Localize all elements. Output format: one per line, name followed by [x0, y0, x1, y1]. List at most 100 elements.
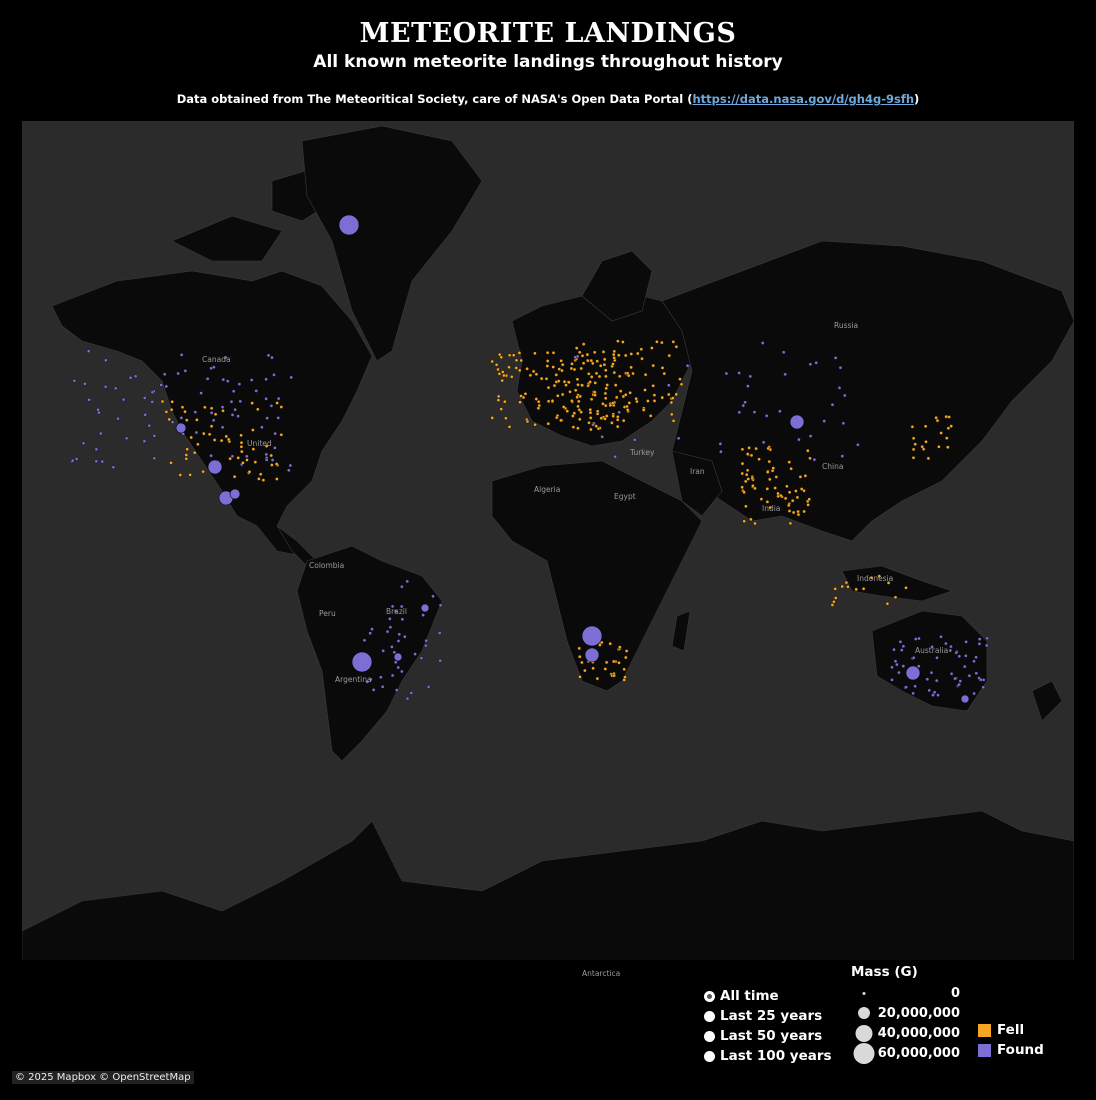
- meteorite-point: [622, 667, 627, 672]
- legend-label: Fell: [997, 1022, 1025, 1038]
- meteorite-point: [578, 394, 583, 399]
- meteorite-point: [603, 403, 608, 408]
- meteorite-point: [753, 521, 757, 526]
- meteorite-point: [438, 658, 443, 663]
- meteorite-point: [886, 581, 891, 585]
- meteorite-point: [869, 575, 874, 580]
- meteorite-point: [419, 656, 424, 660]
- meteorite-point: [767, 459, 772, 464]
- meteorite-large-point: [175, 422, 187, 434]
- filter-last-25-years[interactable]: Last 25 years: [704, 1006, 832, 1026]
- meteorite-point: [765, 470, 770, 474]
- meteorite-point: [595, 359, 600, 363]
- meteorite-point: [394, 688, 399, 692]
- source-link[interactable]: https://data.nasa.gov/d/gh4g-9sfh: [692, 92, 915, 106]
- meteorite-point: [897, 670, 901, 675]
- meteorite-point: [674, 392, 679, 397]
- meteorite-point: [233, 407, 237, 412]
- meteorite-point: [196, 442, 200, 447]
- meteorite-point: [270, 355, 274, 360]
- filter-last-50-years[interactable]: Last 50 years: [704, 1026, 832, 1046]
- filter-label: Last 100 years: [720, 1048, 832, 1064]
- meteorite-point: [981, 685, 986, 690]
- meteorite-point: [760, 341, 765, 345]
- meteorite-point: [276, 396, 281, 401]
- meteorite-point: [209, 453, 213, 458]
- filter-last-100-years[interactable]: Last 100 years: [704, 1046, 832, 1066]
- meteorite-point: [545, 359, 550, 363]
- meteorite-point: [771, 466, 776, 470]
- meteorite-point: [599, 640, 604, 645]
- meteorite-point: [150, 390, 155, 395]
- meteorite-point: [595, 411, 600, 416]
- meteorite-point: [178, 473, 183, 477]
- meteorite-point: [111, 465, 116, 470]
- meteorite-point: [615, 424, 620, 429]
- world-map[interactable]: Canada Russia United China Iran Turkey A…: [22, 121, 1074, 971]
- meteorite-point: [629, 352, 634, 356]
- meteorite-point: [264, 377, 268, 382]
- mass-value: 0: [950, 985, 960, 1001]
- meteorite-point: [615, 417, 620, 422]
- meteorite-point: [621, 418, 626, 423]
- meteorite-point: [740, 471, 745, 476]
- meteorite-point: [400, 669, 404, 674]
- meteorite-point: [169, 407, 174, 412]
- meteorite-point: [533, 422, 537, 427]
- meteorite-point: [518, 400, 522, 405]
- legend-found[interactable]: Found: [978, 1042, 1044, 1058]
- meteorite-point: [545, 350, 550, 355]
- meteorite-point: [573, 388, 578, 393]
- meteorite-large-point: [584, 647, 600, 663]
- meteorite-point: [270, 458, 275, 462]
- meteorite-point: [765, 487, 770, 491]
- meteorite-point: [610, 421, 614, 425]
- meteorite-point: [787, 460, 792, 464]
- meteorite-point: [885, 601, 890, 606]
- source-note: Data obtained from The Meteoritical Soci…: [0, 92, 1096, 106]
- meteorite-point: [893, 659, 898, 664]
- radio-icon: [704, 1050, 715, 1062]
- meteorite-point: [589, 427, 593, 432]
- meteorite-point: [617, 661, 621, 665]
- meteorite-point: [546, 421, 551, 426]
- meteorite-point: [612, 349, 617, 354]
- meteorite-point: [189, 435, 193, 440]
- meteorite-point: [170, 420, 175, 424]
- meteorite-point: [796, 512, 801, 517]
- meteorite-point: [245, 458, 249, 462]
- meteorite-point: [559, 358, 564, 363]
- meteorite-point: [546, 399, 551, 404]
- meteorite-point: [660, 340, 664, 345]
- meteorite-point: [844, 580, 849, 585]
- meteorite-point: [400, 584, 404, 589]
- map-subtitle: All known meteorite landings throughout …: [313, 52, 783, 72]
- filter-all-time[interactable]: All time: [704, 986, 832, 1006]
- legend-fell[interactable]: Fell: [978, 1022, 1024, 1038]
- meteorite-point: [124, 436, 129, 441]
- meteorite-point: [545, 364, 550, 368]
- meteorite-point: [87, 397, 91, 402]
- meteorite-point: [205, 376, 210, 381]
- meteorite-point: [611, 352, 616, 357]
- meteorite-point: [773, 486, 777, 490]
- meteorite-point: [519, 394, 523, 398]
- radio-icon: [704, 1010, 715, 1022]
- meteorite-point: [924, 439, 928, 444]
- meteorite-point: [671, 396, 675, 400]
- meteorite-point: [925, 677, 930, 682]
- meteorite-point: [236, 414, 240, 418]
- meteorite-point: [748, 374, 753, 379]
- meteorite-point: [667, 392, 671, 397]
- south-america: [296, 545, 443, 762]
- meteorite-point: [740, 461, 745, 466]
- meteorite-point: [740, 447, 745, 452]
- meteorite-point: [946, 445, 950, 450]
- map-attribution[interactable]: © 2025 Mapbox © OpenStreetMap: [12, 1071, 194, 1084]
- meteorite-point: [194, 430, 199, 435]
- meteorite-point: [494, 362, 499, 367]
- meteorite-point: [949, 424, 954, 428]
- meteorite-point: [964, 640, 968, 644]
- meteorite-point: [608, 641, 613, 646]
- meteorite-point: [648, 414, 653, 418]
